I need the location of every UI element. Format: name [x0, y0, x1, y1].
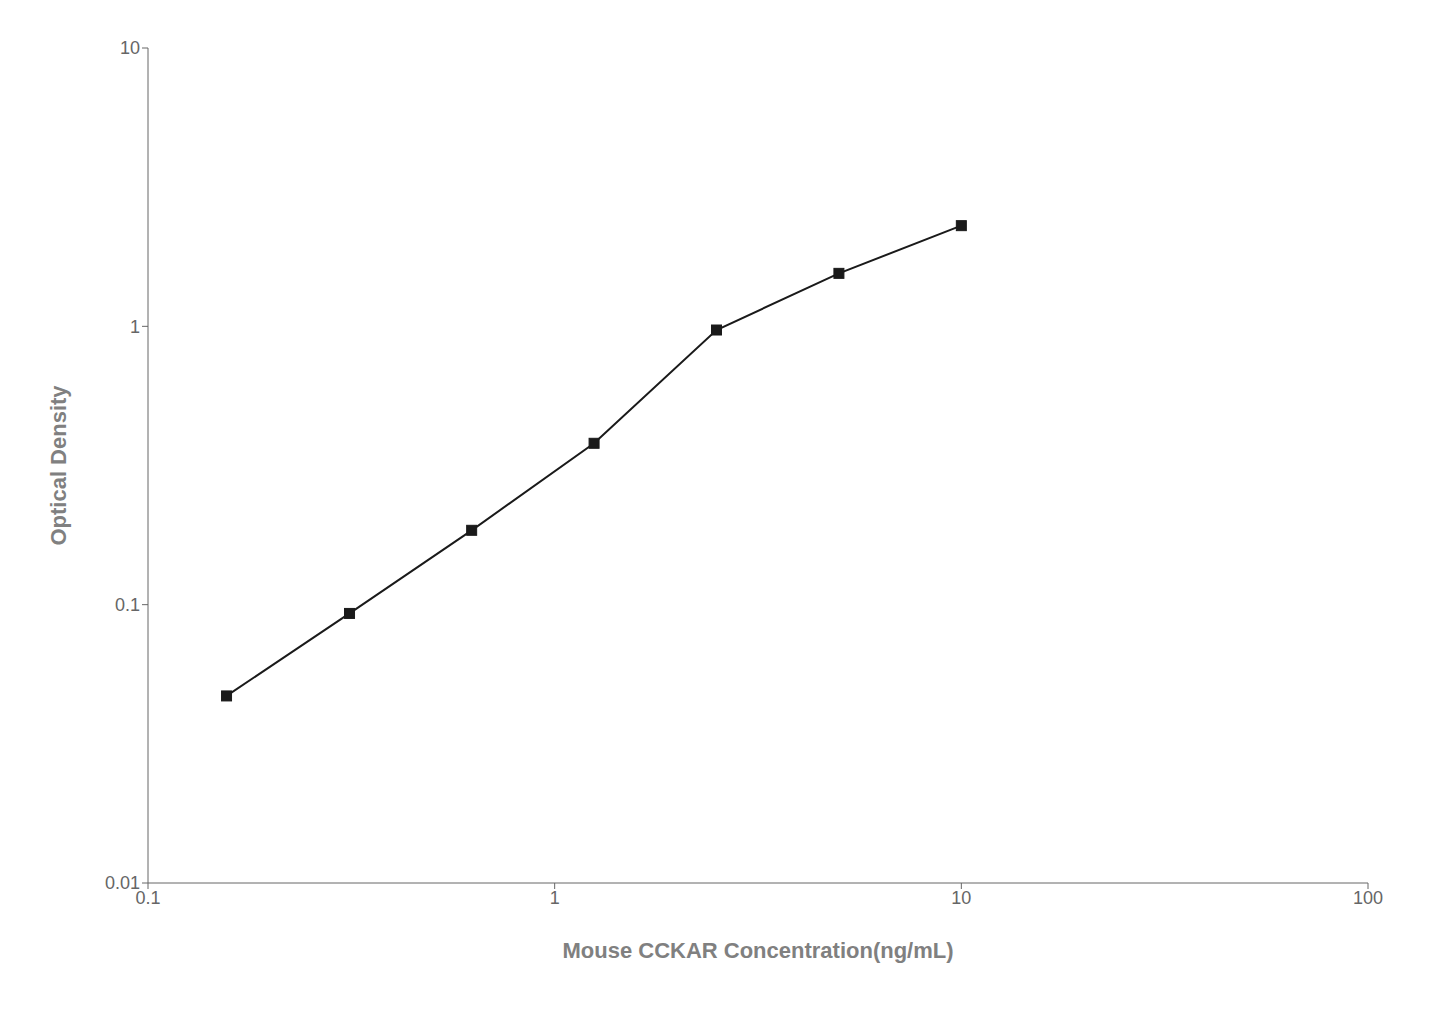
svg-text:100: 100 [1353, 888, 1383, 908]
svg-text:1: 1 [550, 888, 560, 908]
svg-text:10: 10 [951, 888, 971, 908]
svg-text:1: 1 [130, 317, 140, 337]
svg-text:0.1: 0.1 [135, 887, 161, 908]
svg-text:0.1: 0.1 [115, 595, 140, 615]
svg-text:Mouse CCKAR Concentration(ng/m: Mouse CCKAR Concentration(ng/mL) [562, 938, 953, 963]
svg-text:Optical Density: Optical Density [46, 385, 71, 546]
svg-text:0.01: 0.01 [105, 873, 140, 893]
svg-text:10: 10 [120, 38, 140, 58]
